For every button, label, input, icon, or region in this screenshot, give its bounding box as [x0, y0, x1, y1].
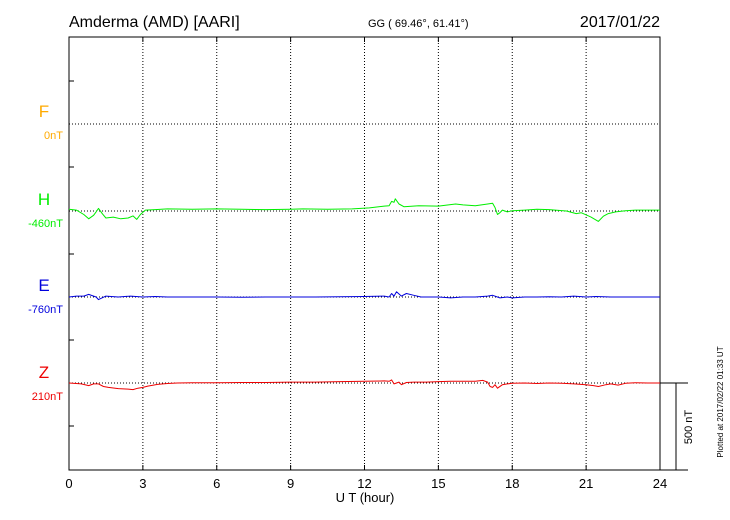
x-axis-label: U T (hour)	[336, 490, 395, 505]
series-baseline-value-f: 0nT	[44, 130, 63, 142]
series-baseline-value-h: -460nT	[28, 218, 63, 230]
series-baseline-value-e: -760nT	[28, 304, 63, 316]
plotted-at-note: Plotted at 2017/02/22 01:33 UT	[716, 346, 725, 457]
x-tick-label: 15	[431, 476, 445, 491]
x-tick-label: 24	[653, 476, 667, 491]
x-tick-label: 6	[213, 476, 220, 491]
scale-bar-label: 500 nT	[683, 410, 695, 445]
plot-date: 2017/01/22	[580, 14, 660, 31]
x-tick-label: 21	[579, 476, 593, 491]
series-name-z: Z	[39, 363, 49, 382]
x-tick-label: 3	[139, 476, 146, 491]
series-name-e: E	[38, 276, 49, 295]
grid-layer	[69, 37, 660, 470]
tick-layer: 0 3 6 9 12 15 18 21 24	[65, 37, 667, 491]
x-tick-label: 9	[287, 476, 294, 491]
series-label-layer: F 0nT H -460nT E -760nT Z 210nT	[28, 102, 63, 403]
scale-bar	[660, 382, 688, 471]
trace-layer	[68, 198, 660, 391]
x-tick-label: 12	[357, 476, 371, 491]
series-baseline-value-z: 210nT	[32, 391, 63, 403]
trace-e	[68, 291, 660, 301]
trace-z	[68, 379, 660, 391]
geographic-coords: GG ( 69.46°, 61.41°)	[368, 18, 469, 30]
station-title: Amderma (AMD) [AARI]	[69, 14, 240, 31]
series-name-f: F	[39, 102, 49, 121]
trace-h	[68, 198, 660, 222]
x-tick-label: 18	[505, 476, 519, 491]
series-name-h: H	[38, 190, 50, 209]
x-tick-label: 0	[65, 476, 72, 491]
